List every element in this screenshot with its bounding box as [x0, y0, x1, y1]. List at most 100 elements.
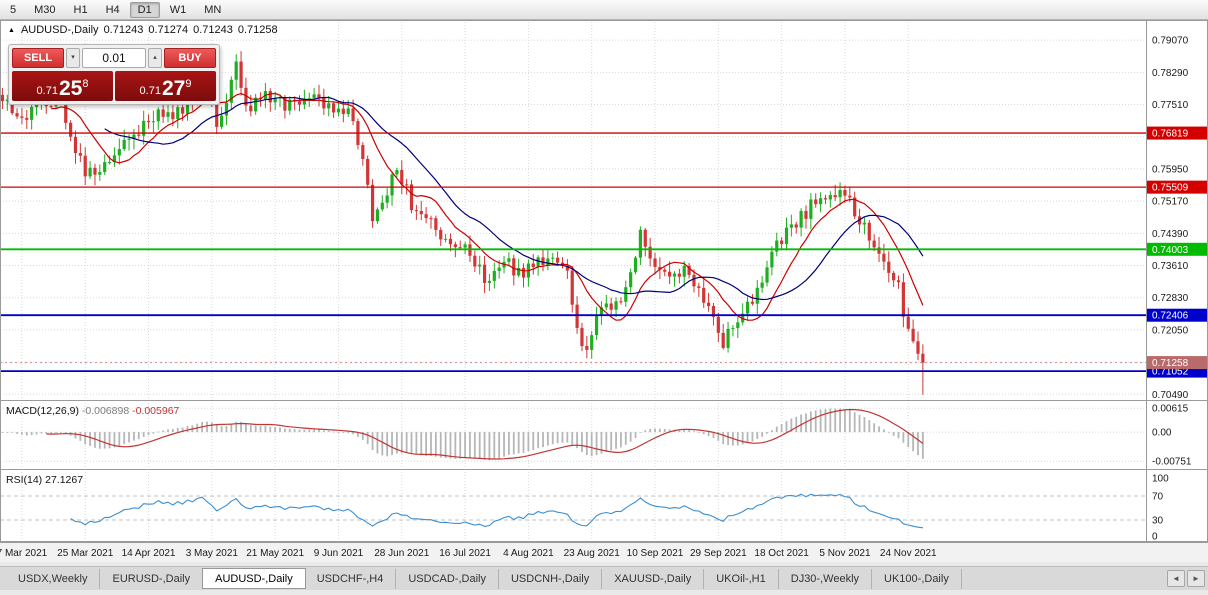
rsi-indicator-label: RSI(14) 27.1267: [6, 474, 83, 486]
one-click-trading-panel: SELL ▾ ▴ BUY 0.71 25 8 0.71 27 9: [8, 44, 220, 105]
svg-text:4 Aug 2021: 4 Aug 2021: [503, 548, 554, 559]
svg-text:24 Nov 2021: 24 Nov 2021: [880, 548, 937, 559]
chart-tab-usdcnh[interactable]: USDCNH-,Daily: [499, 568, 603, 589]
volume-input[interactable]: [82, 48, 146, 68]
svg-text:14 Apr 2021: 14 Apr 2021: [122, 548, 176, 559]
svg-text:0.78290: 0.78290: [1152, 68, 1189, 79]
svg-text:0.79070: 0.79070: [1152, 36, 1189, 47]
ask-pip-digit: 9: [185, 78, 192, 90]
date-axis[interactable]: 7 Mar 2021 25 Mar 2021 14 Apr 2021 3 May 20…: [0, 548, 937, 559]
svg-text:5 Nov 2021: 5 Nov 2021: [819, 548, 871, 559]
pane-borders: [0, 20, 1208, 543]
rsi-value: 27.1267: [45, 474, 84, 486]
timeframe-button-w1[interactable]: W1: [169, 3, 187, 16]
price-axis[interactable]: 0.79070 0.78290 0.77510 0.75950 0.75170 0.743…: [1152, 36, 1192, 543]
bid-price-display[interactable]: 0.71 25 8: [12, 71, 113, 101]
svg-text:0.74390: 0.74390: [1152, 229, 1189, 240]
svg-text:0.71052: 0.71052: [1152, 367, 1189, 378]
chart-tab-uk100[interactable]: UK100-,Daily: [872, 568, 962, 589]
timeframe-button-mn[interactable]: MN: [204, 3, 222, 16]
ma-fast-line: [51, 92, 924, 321]
svg-text:0.71258: 0.71258: [1152, 358, 1189, 369]
bid-pip-digit: 8: [82, 78, 89, 90]
svg-text:18 Oct 2021: 18 Oct 2021: [754, 548, 809, 559]
svg-text:7 Mar 2021: 7 Mar 2021: [0, 548, 48, 559]
sell-button[interactable]: SELL: [12, 48, 64, 68]
macd-indicator: [1, 408, 924, 461]
chart-ohlc-header: ▲ AUDUSD-,Daily 0.71243 0.71274 0.71243 …: [8, 24, 278, 36]
chart-background: [0, 20, 1208, 562]
svg-text:0.74003: 0.74003: [1152, 245, 1189, 256]
svg-text:30: 30: [1152, 516, 1164, 527]
support-resistance-lines[interactable]: [0, 132, 1146, 372]
macd-signal-value: -0.005967: [132, 405, 180, 417]
chart-tab-usdchf[interactable]: USDCHF-,H4: [305, 568, 397, 589]
svg-text:70: 70: [1152, 492, 1164, 503]
svg-text:9 Jun 2021: 9 Jun 2021: [314, 548, 364, 559]
chart-tabs: USDX,Weekly EURUSD-,Daily AUDUSD-,Daily USD…: [6, 567, 962, 590]
price-chart: 0.79070 0.78290 0.77510 0.75950 0.75170 0.743…: [0, 20, 1208, 562]
svg-text:0.75950: 0.75950: [1152, 164, 1189, 175]
macd-main-value: -0.006898: [81, 405, 130, 417]
timeframe-toolbar: 5 M30 H1 H4 D1 W1 MN: [0, 0, 1208, 20]
svg-text:100: 100: [1152, 474, 1169, 485]
chart-tab-bar: USDX,Weekly EURUSD-,Daily AUDUSD-,Daily USD…: [0, 566, 1208, 590]
svg-text:21 May 2021: 21 May 2021: [246, 548, 304, 559]
chart-symbol-icon: ▲: [8, 26, 15, 34]
svg-text:0.73610: 0.73610: [1152, 261, 1189, 272]
rsi-name: RSI(14): [6, 474, 43, 486]
svg-text:0.75509: 0.75509: [1152, 183, 1189, 194]
rsi-indicator: [70, 493, 923, 529]
ask-prefix: 0.71: [139, 85, 161, 97]
timeframe-button-h4[interactable]: H4: [105, 3, 120, 16]
svg-text:0.70490: 0.70490: [1152, 390, 1189, 401]
svg-text:23 Aug 2021: 23 Aug 2021: [564, 548, 621, 559]
svg-text:29 Sep 2021: 29 Sep 2021: [690, 548, 747, 559]
buy-button[interactable]: BUY: [164, 48, 216, 68]
svg-text:0.72406: 0.72406: [1152, 311, 1189, 322]
chart-tab-usdx[interactable]: USDX,Weekly: [6, 568, 101, 589]
tab-scroll-left-icon[interactable]: ◄: [1167, 570, 1185, 587]
chart-tab-dj30[interactable]: DJ30-,Weekly: [779, 568, 873, 589]
svg-text:0.75170: 0.75170: [1152, 197, 1189, 208]
svg-text:25 Mar 2021: 25 Mar 2021: [57, 548, 114, 559]
bid-big-digits: 25: [58, 77, 83, 100]
svg-text:0.00615: 0.00615: [1152, 404, 1189, 415]
ohlc-open: 0.71243: [103, 24, 144, 36]
chart-area: 0.79070 0.78290 0.77510 0.75950 0.75170 0.743…: [0, 20, 1208, 562]
tab-scroll-right-icon[interactable]: ►: [1187, 570, 1205, 587]
ask-big-digits: 27: [161, 77, 186, 100]
chart-symbol-label: AUDUSD-,Daily: [20, 24, 99, 36]
svg-text:-0.00751: -0.00751: [1152, 457, 1192, 468]
svg-text:0: 0: [1152, 532, 1158, 543]
macd-indicator-label: MACD(12,26,9) -0.006898 -0.005967: [6, 405, 179, 417]
svg-text:3 May 2021: 3 May 2021: [186, 548, 239, 559]
tab-scroll-controls: ◄ ►: [1167, 570, 1205, 587]
volume-increase-icon[interactable]: ▴: [148, 48, 162, 68]
chart-tab-audusd[interactable]: AUDUSD-,Daily: [202, 568, 306, 589]
svg-text:28 Jun 2021: 28 Jun 2021: [374, 548, 429, 559]
chart-tab-xauusd[interactable]: XAUUSD-,Daily: [602, 568, 705, 589]
svg-text:0.00: 0.00: [1152, 428, 1172, 439]
chart-tab-ukoil[interactable]: UKOil-,H1: [704, 568, 779, 589]
bid-prefix: 0.71: [36, 85, 58, 97]
ohlc-high: 0.71274: [148, 24, 189, 36]
timeframe-button-5[interactable]: 5: [10, 3, 17, 16]
svg-text:0.76819: 0.76819: [1152, 129, 1189, 140]
level-price-labels: 0.76819 0.75509 0.74003 0.72406 0.710520.712…: [1147, 126, 1207, 378]
timeframe-button-m30[interactable]: M30: [34, 3, 56, 16]
svg-text:0.72830: 0.72830: [1152, 293, 1189, 304]
timeframe-button-d1[interactable]: D1: [129, 1, 160, 18]
ohlc-low: 0.71243: [193, 24, 233, 36]
ohlc-close: 0.71258: [237, 24, 278, 36]
volume-decrease-icon[interactable]: ▾: [66, 48, 80, 68]
ask-price-display[interactable]: 0.71 27 9: [115, 71, 216, 101]
chart-tab-eurusd[interactable]: EURUSD-,Daily: [100, 568, 204, 589]
macd-name: MACD(12,26,9): [6, 405, 79, 417]
timeframe-button-h1[interactable]: H1: [73, 3, 88, 16]
svg-text:10 Sep 2021: 10 Sep 2021: [627, 548, 684, 559]
svg-text:0.72050: 0.72050: [1152, 325, 1189, 336]
svg-text:0.77510: 0.77510: [1152, 100, 1189, 111]
chart-tab-usdcad[interactable]: USDCAD-,Daily: [396, 568, 499, 589]
